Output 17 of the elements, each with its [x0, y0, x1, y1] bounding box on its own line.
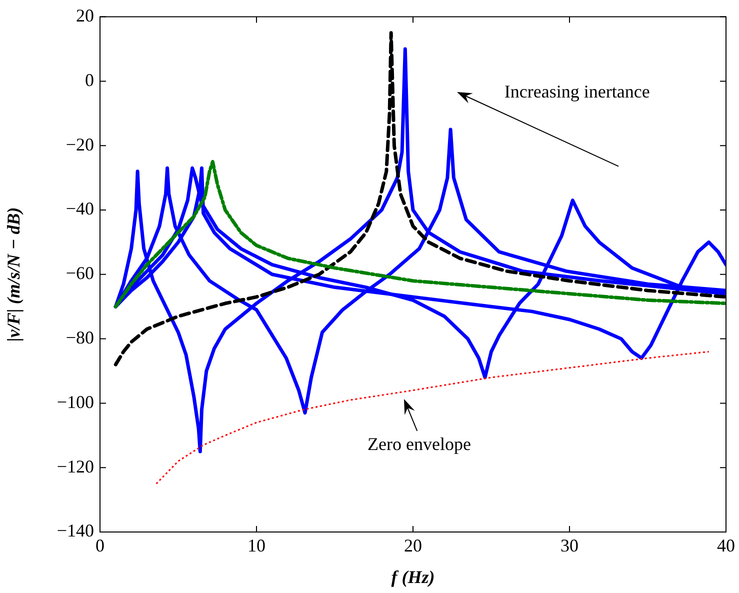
y-tick-label: −20 [66, 134, 94, 154]
annotation: Zero envelope [368, 434, 471, 454]
x-tick-label: 40 [717, 536, 735, 556]
y-tick-label: −80 [66, 328, 94, 348]
y-tick-label: 20 [76, 6, 94, 26]
x-tick-label: 10 [248, 536, 266, 556]
x-axis-title: f (Hz) [391, 566, 435, 587]
y-tick-label: −40 [66, 198, 94, 219]
y-tick-label: −140 [56, 520, 94, 541]
y-axis-title: |v/F| (m/s/N − dB) [3, 207, 24, 342]
x-tick-label: 30 [560, 536, 578, 556]
x-tick-label: 20 [404, 536, 422, 556]
y-tick-label: −60 [66, 263, 94, 284]
y-tick-label: −100 [56, 392, 94, 412]
annotation: Increasing inertance [504, 81, 650, 102]
y-tick-label: 0 [85, 70, 94, 90]
y-tick-label: −120 [56, 456, 94, 476]
